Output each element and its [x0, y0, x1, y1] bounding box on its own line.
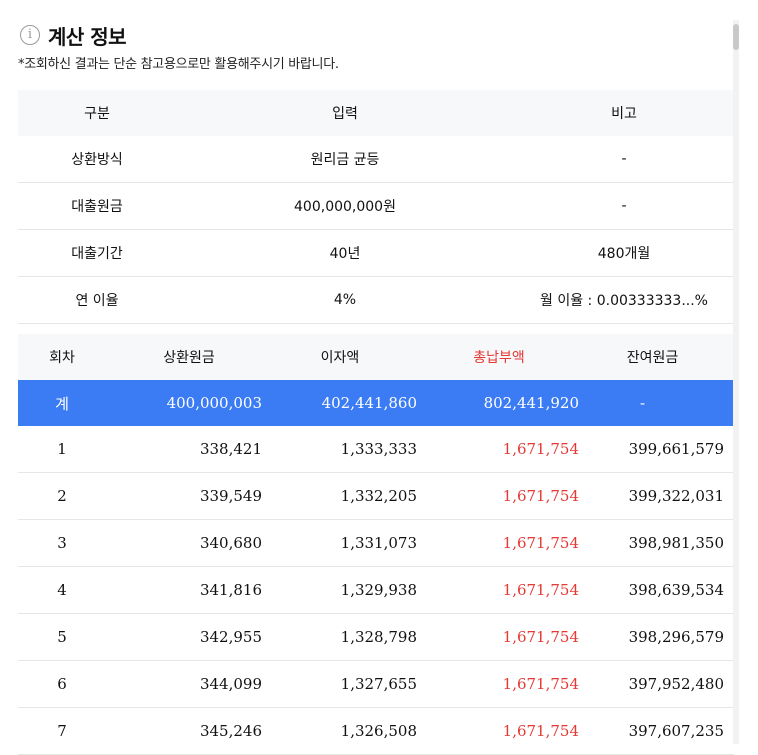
- total-principal: 400,000,003: [106, 380, 262, 426]
- schedule-table-header: 회차 상환원금 이자액 총납부액 잔여원금: [18, 334, 734, 380]
- schedule-header-interest: 이자액: [262, 334, 418, 380]
- info-cell: 400,000,000원: [176, 182, 514, 230]
- interest-cell: 1,333,333: [262, 426, 418, 473]
- total-payment-cell: 1,671,754: [418, 519, 580, 567]
- table-row: 상환방식 원리금 균등 -: [18, 136, 734, 183]
- principal-cell: 345,246: [106, 707, 262, 755]
- vertical-scrollbar[interactable]: [733, 20, 739, 744]
- schedule-header-installment: 회차: [18, 334, 106, 380]
- installment-cell: 4: [18, 566, 106, 614]
- table-row: 대출원금 400,000,000원 -: [18, 182, 734, 230]
- principal-cell: 339,549: [106, 472, 262, 520]
- info-header-input: 입력: [176, 90, 514, 136]
- total-remaining: -: [580, 380, 734, 426]
- table-row: 연 이율 4% 월 이율 : 0.00333333...%: [18, 276, 734, 324]
- info-table: 구분 입력 비고 상환방식 원리금 균등 - 대출원금 400,000,000원…: [18, 90, 734, 324]
- table-row: 3 340,680 1,331,073 1,671,754 398,981,350: [18, 519, 734, 567]
- total-payment-cell: 1,671,754: [418, 707, 580, 755]
- page-title: 계산 정보: [48, 24, 127, 49]
- installment-cell: 5: [18, 613, 106, 661]
- interest-cell: 1,328,798: [262, 613, 418, 661]
- info-cell: 480개월: [514, 229, 734, 277]
- table-row: 2 339,549 1,332,205 1,671,754 399,322,031: [18, 472, 734, 520]
- info-cell: 4%: [176, 276, 514, 324]
- title-row: i 계산 정보: [20, 22, 127, 49]
- total-payment-cell: 1,671,754: [418, 566, 580, 614]
- disclaimer-text: *조회하신 결과는 단순 참고용으로만 활용해주시기 바랍니다.: [18, 57, 339, 72]
- remaining-cell: 399,322,031: [580, 472, 734, 520]
- info-cell: -: [514, 182, 734, 230]
- total-interest: 402,441,860: [262, 380, 418, 426]
- installment-cell: 1: [18, 426, 106, 473]
- info-table-header: 구분 입력 비고: [18, 90, 734, 136]
- info-header-category: 구분: [18, 90, 176, 136]
- remaining-cell: 398,639,534: [580, 566, 734, 614]
- interest-cell: 1,327,655: [262, 660, 418, 708]
- remaining-cell: 397,607,235: [580, 707, 734, 755]
- info-header-note: 비고: [514, 90, 734, 136]
- interest-cell: 1,331,073: [262, 519, 418, 567]
- repayment-schedule-table: 회차 상환원금 이자액 총납부액 잔여원금 계 400,000,003 402,…: [18, 334, 734, 755]
- schedule-total-row: 계 400,000,003 402,441,860 802,441,920 -: [18, 380, 734, 426]
- table-row: 4 341,816 1,329,938 1,671,754 398,639,534: [18, 566, 734, 614]
- total-payment: 802,441,920: [418, 380, 580, 426]
- principal-cell: 341,816: [106, 566, 262, 614]
- schedule-header-principal: 상환원금: [106, 334, 262, 380]
- installment-cell: 2: [18, 472, 106, 520]
- table-row: 6 344,099 1,327,655 1,671,754 397,952,480: [18, 660, 734, 708]
- remaining-cell: 398,981,350: [580, 519, 734, 567]
- info-cell: 상환방식: [18, 136, 176, 183]
- remaining-cell: 397,952,480: [580, 660, 734, 708]
- scrollbar-thumb[interactable]: [733, 24, 739, 50]
- installment-cell: 3: [18, 519, 106, 567]
- info-cell: 대출원금: [18, 182, 176, 230]
- info-cell: 40년: [176, 229, 514, 277]
- principal-cell: 338,421: [106, 426, 262, 473]
- installment-cell: 7: [18, 707, 106, 755]
- info-icon: i: [20, 25, 40, 45]
- principal-cell: 344,099: [106, 660, 262, 708]
- interest-cell: 1,326,508: [262, 707, 418, 755]
- table-row: 1 338,421 1,333,333 1,671,754 399,661,579: [18, 426, 734, 473]
- interest-cell: 1,332,205: [262, 472, 418, 520]
- info-cell: 원리금 균등: [176, 136, 514, 183]
- installment-cell: 6: [18, 660, 106, 708]
- principal-cell: 340,680: [106, 519, 262, 567]
- total-payment-cell: 1,671,754: [418, 472, 580, 520]
- remaining-cell: 398,296,579: [580, 613, 734, 661]
- info-cell: 연 이율: [18, 276, 176, 324]
- info-cell: -: [514, 136, 734, 183]
- total-payment-cell: 1,671,754: [418, 426, 580, 473]
- schedule-header-remaining: 잔여원금: [580, 334, 734, 380]
- info-cell: 월 이율 : 0.00333333...%: [514, 276, 734, 324]
- table-row: 대출기간 40년 480개월: [18, 229, 734, 277]
- remaining-cell: 399,661,579: [580, 426, 734, 473]
- schedule-header-total-payment: 총납부액: [418, 334, 580, 380]
- interest-cell: 1,329,938: [262, 566, 418, 614]
- table-row: 7 345,246 1,326,508 1,671,754 397,607,235: [18, 707, 734, 755]
- total-payment-cell: 1,671,754: [418, 660, 580, 708]
- principal-cell: 342,955: [106, 613, 262, 661]
- total-payment-cell: 1,671,754: [418, 613, 580, 661]
- total-label: 계: [18, 380, 106, 426]
- info-cell: 대출기간: [18, 229, 176, 277]
- table-row: 5 342,955 1,328,798 1,671,754 398,296,579: [18, 613, 734, 661]
